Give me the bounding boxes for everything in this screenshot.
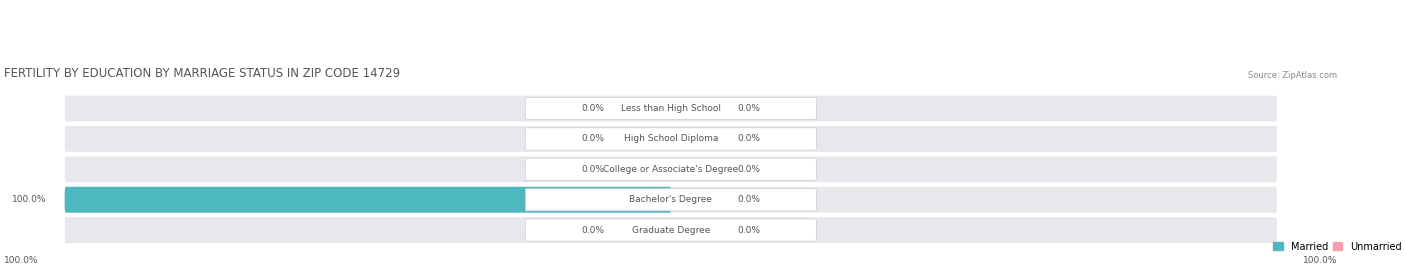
FancyBboxPatch shape [526, 219, 817, 241]
Text: FERTILITY BY EDUCATION BY MARRIAGE STATUS IN ZIP CODE 14729: FERTILITY BY EDUCATION BY MARRIAGE STATU… [4, 68, 401, 80]
Text: 100.0%: 100.0% [4, 256, 39, 266]
Text: 0.0%: 0.0% [581, 104, 605, 113]
FancyBboxPatch shape [65, 217, 1277, 243]
Text: Graduate Degree: Graduate Degree [631, 226, 710, 235]
FancyBboxPatch shape [623, 159, 671, 180]
Text: 0.0%: 0.0% [738, 195, 761, 204]
FancyBboxPatch shape [526, 189, 817, 211]
Text: High School Diploma: High School Diploma [624, 134, 718, 143]
FancyBboxPatch shape [526, 158, 817, 180]
Legend: Married, Unmarried: Married, Unmarried [1272, 242, 1402, 252]
Text: 0.0%: 0.0% [581, 226, 605, 235]
Text: College or Associate's Degree: College or Associate's Degree [603, 165, 738, 174]
FancyBboxPatch shape [671, 189, 720, 210]
Text: 0.0%: 0.0% [581, 134, 605, 143]
Text: 0.0%: 0.0% [738, 226, 761, 235]
FancyBboxPatch shape [65, 156, 1277, 182]
FancyBboxPatch shape [526, 128, 817, 150]
FancyBboxPatch shape [671, 159, 720, 180]
FancyBboxPatch shape [671, 220, 720, 240]
FancyBboxPatch shape [65, 95, 1277, 122]
Text: Source: ZipAtlas.com: Source: ZipAtlas.com [1249, 71, 1337, 80]
Text: 0.0%: 0.0% [738, 165, 761, 174]
FancyBboxPatch shape [623, 129, 671, 149]
Text: 0.0%: 0.0% [581, 165, 605, 174]
FancyBboxPatch shape [65, 126, 1277, 152]
FancyBboxPatch shape [526, 97, 817, 120]
Text: 100.0%: 100.0% [1303, 256, 1337, 266]
FancyBboxPatch shape [671, 98, 720, 119]
Text: Bachelor's Degree: Bachelor's Degree [630, 195, 713, 204]
Text: 100.0%: 100.0% [13, 195, 46, 204]
FancyBboxPatch shape [65, 187, 1277, 213]
FancyBboxPatch shape [623, 220, 671, 240]
Text: 0.0%: 0.0% [738, 134, 761, 143]
Text: 0.0%: 0.0% [738, 104, 761, 113]
FancyBboxPatch shape [623, 98, 671, 119]
FancyBboxPatch shape [671, 129, 720, 149]
Text: Less than High School: Less than High School [621, 104, 721, 113]
FancyBboxPatch shape [65, 187, 671, 213]
